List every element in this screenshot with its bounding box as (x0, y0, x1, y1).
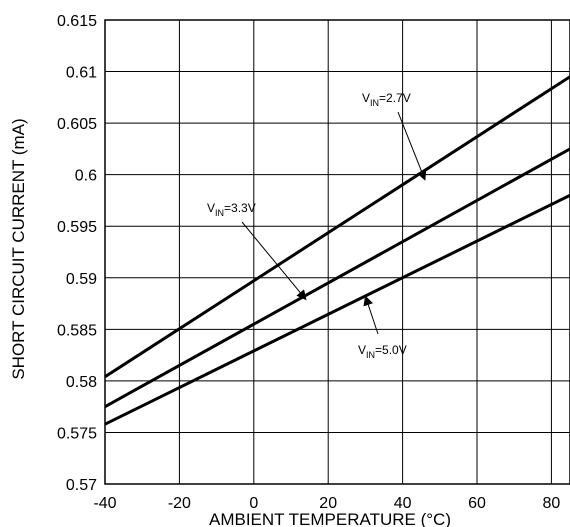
x-tick-labels: -40 -20 0 20 40 60 80 (93, 495, 560, 512)
y-tick-label: 0.575 (57, 425, 97, 442)
y-tick-label: 0.615 (57, 13, 97, 30)
series-pointer-arrow (363, 295, 379, 335)
y-tick-label: 0.61 (66, 65, 97, 82)
y-tick-label: 0.58 (66, 374, 97, 391)
y-tick-label: 0.6 (75, 168, 97, 185)
x-tick-label: 40 (394, 495, 412, 512)
series-annotations: VIN=2.7V VIN=3.3V VIN=5.0V (207, 91, 427, 360)
y-tick-labels: 0.57 0.575 0.58 0.585 0.59 0.595 0.6 0.605 0.61 0… (57, 13, 97, 494)
x-tick-label: 0 (249, 495, 258, 512)
series-label: VIN=5.0V (358, 343, 407, 360)
x-tick-label: -20 (168, 495, 191, 512)
series-pointer-arrow (241, 221, 307, 301)
x-axis-title: AMBIENT TEMPERATURE (°C) (209, 510, 451, 527)
x-tick-label: 60 (468, 495, 486, 512)
x-tick-label: 20 (319, 495, 337, 512)
x-tick-label: 80 (543, 495, 561, 512)
y-tick-label: 0.605 (57, 116, 97, 133)
series-label: VIN=2.7V (362, 91, 411, 108)
series-line-2 (104, 147, 570, 408)
x-tick-label: -40 (93, 495, 116, 512)
series-line-3 (104, 193, 570, 426)
y-tick-label: 0.595 (57, 219, 97, 236)
grid-lines (104, 19, 570, 485)
plot-frame (104, 19, 570, 485)
y-axis-title: SHORT CIRCUIT CURRENT (mA) (9, 118, 28, 379)
series-lines (104, 75, 570, 426)
series-label: VIN=3.3V (207, 201, 256, 218)
plot-border (104, 19, 570, 485)
y-tick-label: 0.59 (66, 271, 97, 288)
series-line-1 (104, 75, 570, 379)
y-tick-label: 0.57 (66, 477, 97, 494)
series-pointer-arrow (397, 111, 427, 181)
y-tick-label: 0.585 (57, 322, 97, 339)
